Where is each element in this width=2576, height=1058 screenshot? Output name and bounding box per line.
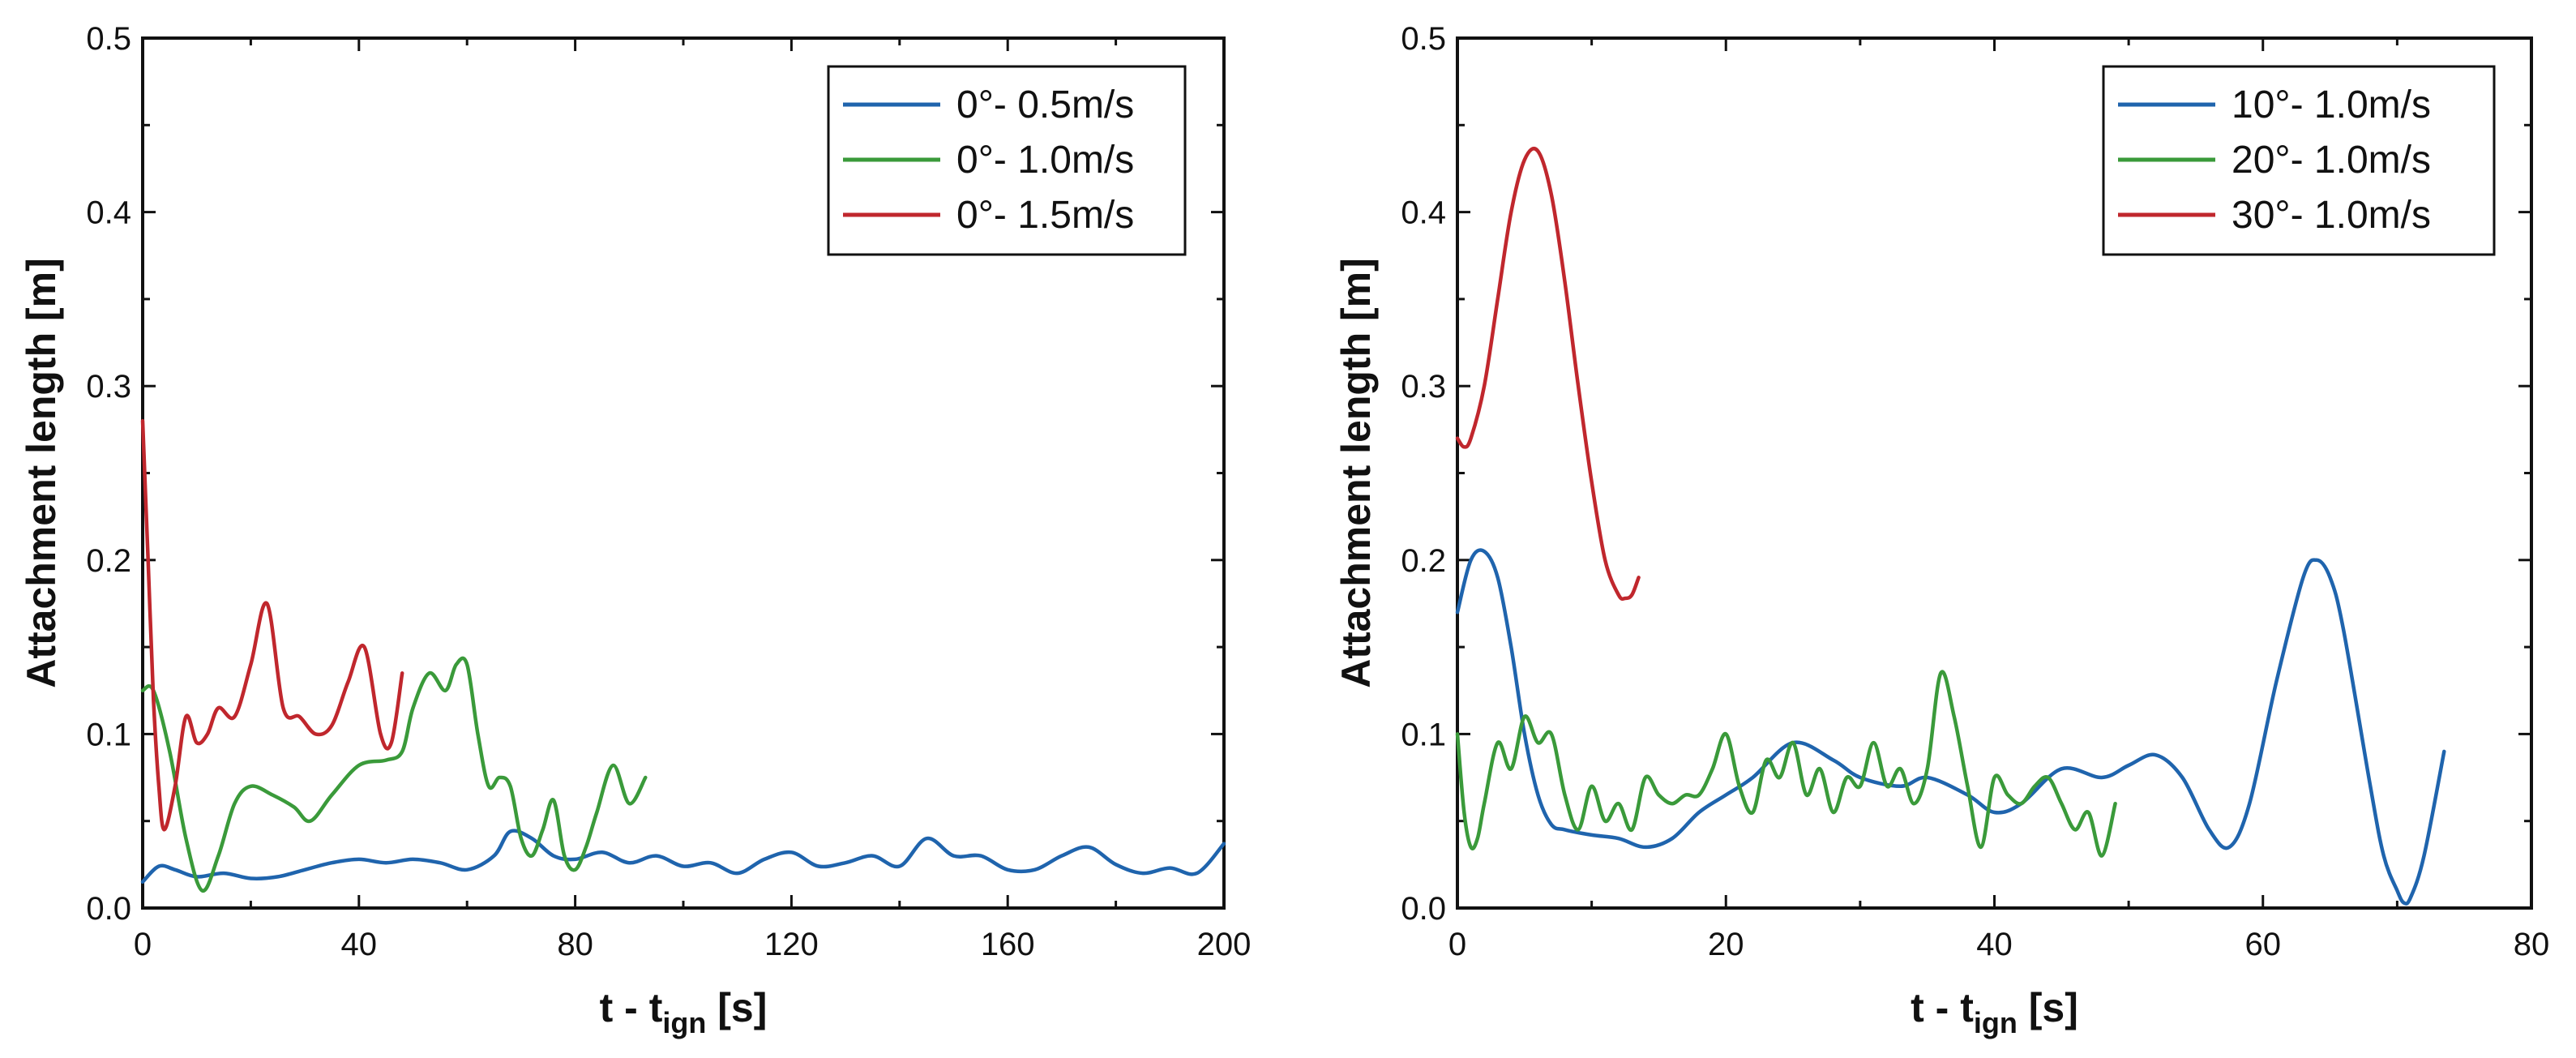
y-tick-label: 0.2 bbox=[86, 543, 131, 579]
y-tick-label: 0.3 bbox=[86, 369, 131, 405]
legend-label: 0°- 1.5m/s bbox=[956, 194, 1134, 237]
y-tick-label: 0.5 bbox=[86, 21, 131, 57]
series-line-2 bbox=[1455, 147, 1641, 602]
y-tick-label: 0.4 bbox=[1401, 195, 1446, 231]
x-axis-title-unit: [s] bbox=[2018, 985, 2078, 1030]
x-tick-label: 20 bbox=[1708, 927, 1744, 962]
legend-label: 20°- 1.0m/s bbox=[2232, 139, 2431, 182]
legend-label: 30°- 1.0m/s bbox=[2232, 194, 2431, 237]
x-axis-title-subscript: ign bbox=[662, 1006, 706, 1039]
x-tick-label: 40 bbox=[341, 927, 378, 962]
y-axis-title: Attachment length [m] bbox=[1333, 258, 1379, 688]
x-axis-title: t - tign [s] bbox=[600, 985, 768, 1039]
series-line-0 bbox=[140, 829, 1226, 885]
y-tick-label: 0.3 bbox=[1401, 369, 1446, 405]
y-axis-title: Attachment length [m] bbox=[19, 258, 64, 688]
y-tick-label: 0.2 bbox=[1401, 543, 1446, 579]
y-tick-label: 0.1 bbox=[1401, 717, 1446, 752]
x-axis-title-main: t - t bbox=[600, 985, 663, 1030]
x-tick-label: 40 bbox=[1976, 927, 2013, 962]
x-tick-label: 0 bbox=[1448, 927, 1466, 962]
series-line-1 bbox=[140, 656, 648, 893]
left-chart-panel: 0 40 80 120 160 200 0.0 0.1 0.2 0.3 0.4 0.5 t - tign… bbox=[19, 21, 1251, 1039]
x-axis-title-main: t - t bbox=[1911, 985, 1974, 1030]
x-tick-label: 0 bbox=[134, 927, 152, 962]
x-tick-label: 160 bbox=[981, 927, 1035, 962]
x-tick-label: 80 bbox=[557, 927, 593, 962]
x-axis-title-unit: [s] bbox=[706, 985, 767, 1030]
series-line-1 bbox=[1455, 670, 2117, 858]
y-tick-label: 0.0 bbox=[86, 891, 131, 927]
y-tick-label: 0.5 bbox=[1401, 21, 1446, 57]
y-tick-label: 0.0 bbox=[1401, 891, 1446, 927]
x-axis-title: t - tign [s] bbox=[1911, 985, 2078, 1039]
x-tick-label: 200 bbox=[1197, 927, 1252, 962]
x-tick-label: 80 bbox=[2514, 927, 2550, 962]
right-chart-panel: 0 20 40 60 80 0.0 0.1 0.2 0.3 0.4 0.5 t - tign [s] A… bbox=[1333, 21, 2549, 1039]
x-axis-title-subscript: ign bbox=[1974, 1006, 2018, 1039]
y-tick-label: 0.1 bbox=[86, 717, 131, 752]
legend-label: 10°- 1.0m/s bbox=[2232, 84, 2431, 126]
x-tick-label: 60 bbox=[2245, 927, 2282, 962]
legend-label: 0°- 0.5m/s bbox=[956, 84, 1134, 126]
legend-label: 0°- 1.0m/s bbox=[956, 139, 1134, 182]
x-tick-label: 120 bbox=[764, 927, 819, 962]
series-line-2 bbox=[140, 418, 404, 832]
series-line-0 bbox=[1455, 548, 2446, 906]
y-tick-label: 0.4 bbox=[86, 195, 131, 231]
